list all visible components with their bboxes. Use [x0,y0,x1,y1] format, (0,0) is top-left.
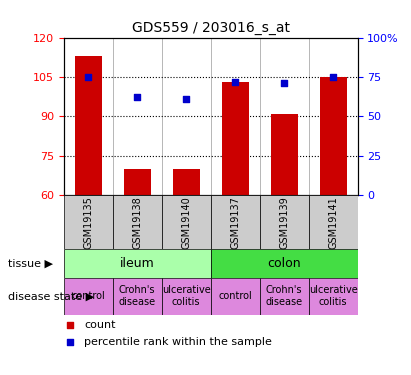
Point [85,74,92,80]
Text: Crohn's
disease: Crohn's disease [266,285,302,307]
Text: GSM19138: GSM19138 [132,196,142,249]
Bar [222,82,249,195]
Title: GDS559 / 203016_s_at: GDS559 / 203016_s_at [132,21,290,35]
Text: GSM19141: GSM19141 [328,196,338,249]
Text: control: control [72,291,105,301]
Bar [113,278,162,315]
Bar [162,195,211,249]
Text: GSM19135: GSM19135 [83,196,93,249]
Text: GSM19139: GSM19139 [279,196,289,249]
Bar [320,77,346,195]
Text: GSM19140: GSM19140 [181,196,191,249]
Bar [309,195,358,249]
Point [183,96,189,102]
Bar [64,278,113,315]
Text: count: count [84,320,116,330]
Text: ulcerative
colitis: ulcerative colitis [162,285,210,307]
Text: tissue ▶: tissue ▶ [8,258,53,268]
Bar [309,278,358,315]
Bar [211,249,358,278]
Bar [64,249,210,278]
Bar [173,169,200,195]
Text: control: control [218,291,252,301]
Text: ulcerative
colitis: ulcerative colitis [309,285,358,307]
Text: percentile rank within the sample: percentile rank within the sample [84,338,272,347]
Bar [113,195,162,249]
Bar [260,195,309,249]
Text: Crohn's
disease: Crohn's disease [119,285,156,307]
Bar [162,278,211,315]
Point [66,322,73,328]
Text: disease state ▶: disease state ▶ [8,291,95,301]
Point [232,79,238,85]
Point [281,80,287,86]
Bar [260,278,309,315]
Point [134,94,141,100]
Bar [124,169,151,195]
Bar [270,114,298,195]
Point [330,74,336,80]
Point [66,339,73,345]
Bar [64,195,113,249]
Text: GSM19137: GSM19137 [230,196,240,249]
Text: colon: colon [267,257,301,270]
Text: ileum: ileum [120,257,155,270]
Bar [75,56,102,195]
Bar [211,278,260,315]
Bar [211,195,260,249]
